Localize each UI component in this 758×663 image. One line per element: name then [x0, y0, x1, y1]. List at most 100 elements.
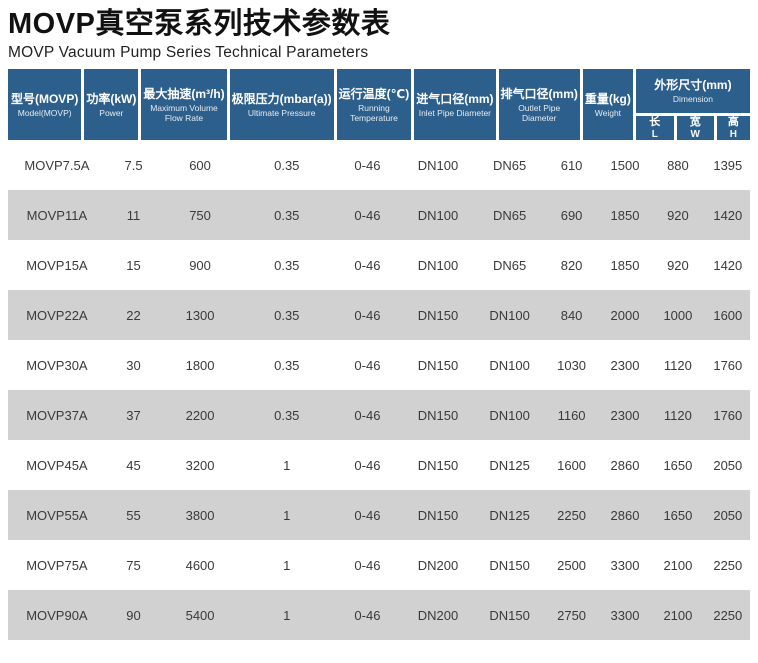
value-cell: 2250 — [557, 507, 587, 523]
page-subtitle: MOVP Vacuum Pump Series Technical Parame… — [8, 44, 369, 62]
value-cell: DN200 — [417, 557, 459, 573]
header-cell-running-temp: 运行温度(℃) Running Temperature — [336, 69, 412, 141]
value-cell: 5400 — [185, 607, 215, 623]
header-label-en: Ultimate Pressure — [247, 107, 316, 118]
value-cell: 2050 — [713, 457, 743, 473]
value-cell: DN100 — [417, 257, 459, 273]
header-label-zh: 长 — [649, 115, 661, 128]
header-cell-max-flow: 最大抽速(m³/h) Maximum Volume Flow Rate — [141, 69, 227, 141]
value-cell: 1760 — [713, 407, 743, 423]
value-cell: DN150 — [489, 607, 530, 623]
parameters-table: 型号(MOVP) Model(MOVP) 功率(kW) Power 最大抽速(m³/h)… — [8, 69, 750, 641]
value-cell: 1850 — [610, 257, 640, 273]
header-cell-power: 功率(kW) Power — [84, 69, 139, 141]
header-label-en: Dimension — [672, 94, 714, 105]
value-cell: 1 — [283, 457, 291, 473]
header-label-en: W — [690, 128, 700, 140]
table-row: MOVP75A 75 4600 1 0-46 DN200 DN150 2500 3300 2100… — [8, 540, 750, 591]
value-cell: 2050 — [713, 507, 743, 523]
value-cell: 1850 — [610, 207, 640, 223]
value-cell: 1500 — [610, 157, 640, 173]
value-cell: 3300 — [610, 557, 640, 573]
model-cell: MOVP30A — [26, 357, 88, 373]
value-cell: 3300 — [610, 607, 640, 623]
table-header: 型号(MOVP) Model(MOVP) 功率(kW) Power 最大抽速(m³/h)… — [8, 69, 750, 141]
value-cell: DN65 — [492, 207, 527, 223]
value-cell: DN150 — [417, 457, 459, 473]
value-cell: 2100 — [663, 557, 693, 573]
value-cell: 1120 — [663, 357, 692, 373]
value-cell: 1650 — [663, 507, 693, 523]
value-cell: 1 — [283, 507, 291, 523]
value-cell: 0.35 — [274, 257, 300, 273]
model-cell: MOVP11A — [26, 207, 88, 223]
table-row: MOVP55A 55 3800 1 0-46 DN150 DN125 2250 2860 1650… — [8, 490, 750, 541]
table-row: MOVP37A 37 2200 0.35 0-46 DN150 DN100 1160 2300 1… — [8, 390, 750, 441]
value-cell: 820 — [560, 257, 583, 273]
value-cell: 1000 — [663, 307, 693, 323]
header-label-zh: 宽 — [689, 115, 701, 128]
value-cell: 0-46 — [354, 507, 381, 523]
header-label-en: Inlet Pipe Diameter — [418, 107, 492, 118]
value-cell: 2300 — [610, 407, 640, 423]
value-cell: 1300 — [185, 307, 215, 323]
header-label-zh: 极限压力(mbar(a)) — [231, 91, 332, 106]
value-cell: 22 — [126, 307, 141, 323]
value-cell: 2300 — [610, 357, 640, 373]
header-cell-model: 型号(MOVP) Model(MOVP) — [8, 69, 82, 141]
value-cell: DN150 — [417, 357, 459, 373]
table-row: MOVP90A 90 5400 1 0-46 DN200 DN150 2750 3300 2100… — [8, 590, 750, 641]
table-row: MOVP15A 15 900 0.35 0-46 DN100 DN65 820 1850 920 1… — [8, 240, 750, 291]
value-cell: DN100 — [417, 157, 459, 173]
value-cell: 11 — [126, 207, 141, 223]
value-cell: DN65 — [492, 157, 527, 173]
value-cell: DN150 — [417, 307, 459, 323]
value-cell: 0.35 — [274, 157, 300, 173]
value-cell: 1030 — [557, 357, 587, 373]
value-cell: 1 — [283, 557, 291, 573]
header-label-en: L — [651, 128, 658, 140]
value-cell: 0-46 — [354, 607, 381, 623]
value-cell: 2250 — [713, 607, 743, 623]
value-cell: 1600 — [713, 307, 743, 323]
value-cell: 600 — [189, 157, 211, 173]
value-cell: 840 — [560, 307, 583, 323]
value-cell: 0.35 — [274, 307, 300, 323]
value-cell: DN150 — [489, 557, 530, 573]
value-cell: 4600 — [185, 557, 215, 573]
header-label-zh: 型号(MOVP) — [10, 91, 79, 106]
value-cell: 55 — [126, 507, 141, 523]
value-cell: 610 — [560, 157, 583, 173]
value-cell: 7.5 — [124, 157, 143, 173]
value-cell: 1 — [283, 607, 291, 623]
value-cell: 0-46 — [354, 207, 381, 223]
value-cell: 880 — [667, 157, 689, 173]
header-label-zh: 排气口径(mm) — [500, 86, 578, 101]
value-cell: 1600 — [557, 457, 587, 473]
header-label-en: Weight — [594, 107, 622, 118]
page-title: MOVP真空泵系列技术参数表 — [8, 8, 391, 40]
value-cell: 2200 — [185, 407, 215, 423]
value-cell: 1760 — [713, 357, 743, 373]
table-row: MOVP22A 22 1300 0.35 0-46 DN150 DN100 840 2000 10… — [8, 290, 750, 341]
value-cell: 0-46 — [354, 307, 381, 323]
value-cell: DN100 — [417, 207, 459, 223]
value-cell: 37 — [126, 407, 141, 423]
value-cell: 0-46 — [354, 157, 381, 173]
model-cell: MOVP75A — [26, 557, 88, 573]
value-cell: 15 — [126, 257, 141, 273]
header-label-en: Model(MOVP) — [17, 107, 72, 118]
value-cell: 0.35 — [274, 407, 300, 423]
table-row: MOVP30A 30 1800 0.35 0-46 DN150 DN100 1030 2300 1… — [8, 340, 750, 391]
value-cell: 2860 — [610, 507, 640, 523]
value-cell: 0.35 — [274, 207, 300, 223]
header-label-zh: 最大抽速(m³/h) — [143, 86, 225, 101]
header-label-en: Maximum Volume Flow Rate — [150, 102, 218, 123]
value-cell: DN100 — [489, 407, 530, 423]
header-label-zh: 进气口径(mm) — [416, 91, 494, 106]
header-label-zh: 外形尺寸(mm) — [654, 78, 732, 93]
value-cell: 2000 — [610, 307, 640, 323]
value-cell: 0-46 — [354, 257, 381, 273]
